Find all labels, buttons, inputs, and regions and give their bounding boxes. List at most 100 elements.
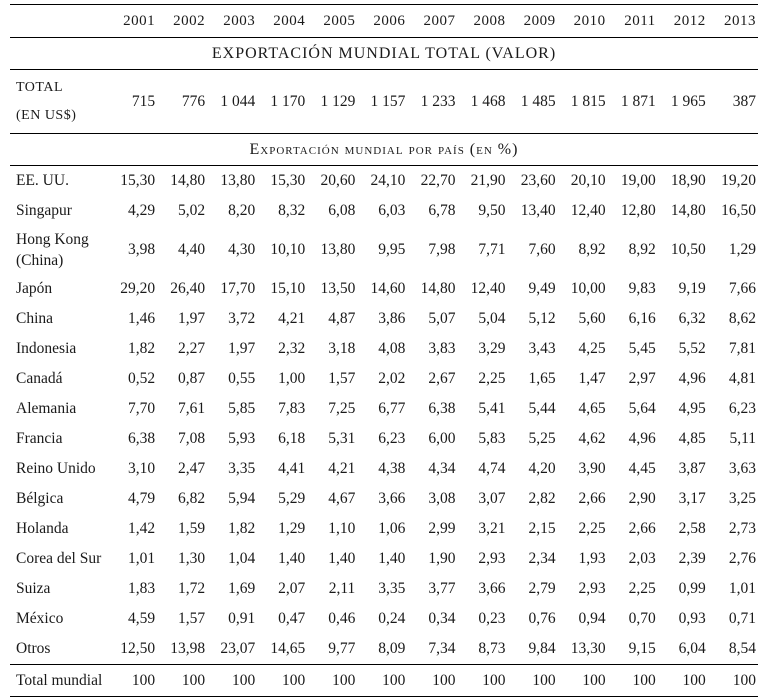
share-cell: 7,81 bbox=[728, 340, 756, 357]
total-label-line2: (EN US$) bbox=[16, 107, 77, 123]
share-cell: 0,94 bbox=[578, 610, 606, 627]
share-cell: 6,78 bbox=[428, 202, 456, 219]
total-label-line1: TOTAL bbox=[16, 79, 64, 95]
share-cell: 3,66 bbox=[478, 580, 506, 597]
share-cell: 1,01 bbox=[127, 550, 156, 567]
country-name: Reino Unido bbox=[16, 460, 96, 477]
share-cell: 0,99 bbox=[678, 580, 706, 597]
share-cell: 29,20 bbox=[120, 280, 156, 297]
share-cell: 2,02 bbox=[378, 370, 406, 387]
share-cell: 15,10 bbox=[270, 280, 306, 297]
share-cell: 2,47 bbox=[178, 460, 206, 477]
share-cell: 5,02 bbox=[178, 202, 206, 219]
total-value-cell: 1 871 bbox=[607, 69, 658, 134]
share-cell: 14,60 bbox=[370, 280, 406, 297]
share-cell: 0,47 bbox=[278, 610, 306, 627]
share-cell: 10,50 bbox=[670, 241, 706, 258]
share-cell: 13,40 bbox=[520, 202, 556, 219]
share-cell: 4,65 bbox=[578, 400, 606, 417]
world-total-cell: 100 bbox=[507, 664, 558, 697]
share-cell: 6,08 bbox=[328, 202, 356, 219]
share-cell: 9,84 bbox=[528, 640, 556, 657]
share-cell: 2,66 bbox=[628, 520, 656, 537]
share-cell: 2,25 bbox=[628, 580, 656, 597]
share-cell: 13,80 bbox=[320, 241, 356, 258]
share-cell: 4,81 bbox=[728, 370, 756, 387]
total-value-cell: 387 bbox=[707, 69, 758, 134]
share-cell: 1,40 bbox=[328, 550, 356, 567]
share-cell: 8,20 bbox=[228, 202, 256, 219]
share-cell: 5,45 bbox=[628, 340, 656, 357]
year-header: 2010 bbox=[557, 4, 608, 38]
world-total-cell: 100 bbox=[107, 664, 158, 697]
country-name: Canadá bbox=[16, 370, 63, 387]
total-value-cell: 1 129 bbox=[307, 69, 358, 134]
share-cell: 5,94 bbox=[228, 490, 256, 507]
share-cell: 3,35 bbox=[378, 580, 406, 597]
share-cell: 4,40 bbox=[178, 241, 206, 258]
share-cell: 3,83 bbox=[428, 340, 456, 357]
share-cell: 1,72 bbox=[178, 580, 206, 597]
share-cell: 5,52 bbox=[678, 340, 706, 357]
share-cell: 6,23 bbox=[378, 430, 406, 447]
country-name: México bbox=[16, 610, 64, 627]
share-cell: 7,66 bbox=[728, 280, 756, 297]
year-header: 2002 bbox=[157, 4, 208, 38]
share-cell: 1,82 bbox=[228, 520, 256, 537]
share-cell: 2,99 bbox=[428, 520, 456, 537]
share-cell: 0,52 bbox=[127, 370, 156, 387]
share-cell: 1,46 bbox=[127, 310, 156, 327]
share-cell: 6,32 bbox=[678, 310, 706, 327]
share-cell: 7,34 bbox=[428, 640, 456, 657]
country-row: Canadá 0,52 0,87 0,55 1,00 1,57 2,02 2,67 2,25 1,… bbox=[10, 364, 758, 394]
share-cell: 3,29 bbox=[478, 340, 506, 357]
share-cell: 14,80 bbox=[170, 172, 206, 189]
share-cell: 2,67 bbox=[428, 370, 456, 387]
share-cell: 1,97 bbox=[228, 340, 256, 357]
country-name: Indonesia bbox=[16, 340, 77, 357]
share-cell: 22,70 bbox=[420, 172, 456, 189]
share-cell: 2,27 bbox=[178, 340, 206, 357]
share-cell: 9,15 bbox=[628, 640, 656, 657]
share-cell: 5,04 bbox=[478, 310, 506, 327]
share-cell: 4,95 bbox=[678, 400, 706, 417]
country-name: Japón bbox=[16, 280, 53, 297]
share-cell: 5,93 bbox=[228, 430, 256, 447]
share-cell: 2,32 bbox=[278, 340, 306, 357]
share-cell: 6,82 bbox=[178, 490, 206, 507]
share-cell: 5,41 bbox=[478, 400, 506, 417]
share-cell: 2,73 bbox=[728, 520, 756, 537]
share-cell: 14,80 bbox=[420, 280, 456, 297]
country-row: Francia 6,38 7,08 5,93 6,18 5,31 6,23 6,00 5,83 5… bbox=[10, 424, 758, 454]
share-cell: 2,90 bbox=[628, 490, 656, 507]
year-header: 2008 bbox=[457, 4, 508, 38]
share-cell: 9,49 bbox=[528, 280, 556, 297]
share-cell: 1,10 bbox=[328, 520, 356, 537]
country-row: EE. UU. 15,30 14,80 13,80 15,30 20,60 24,10 22,… bbox=[10, 166, 758, 197]
share-cell: 3,63 bbox=[728, 460, 756, 477]
share-cell: 2,97 bbox=[628, 370, 656, 387]
share-cell: 4,34 bbox=[428, 460, 456, 477]
header-corner bbox=[10, 4, 107, 38]
share-cell: 7,61 bbox=[178, 400, 206, 417]
year-header: 2009 bbox=[507, 4, 558, 38]
share-cell: 1,65 bbox=[528, 370, 556, 387]
share-cell: 12,50 bbox=[120, 640, 156, 657]
country-name: China bbox=[16, 310, 54, 327]
section-total-title: EXPORTACIÓN MUNDIAL TOTAL (VALOR) bbox=[10, 37, 758, 70]
country-name: Holanda bbox=[16, 520, 69, 537]
share-cell: 4,08 bbox=[378, 340, 406, 357]
world-total-cell: 100 bbox=[307, 664, 358, 697]
share-cell: 1,57 bbox=[178, 610, 206, 627]
year-header: 2005 bbox=[307, 4, 358, 38]
share-cell: 8,32 bbox=[278, 202, 306, 219]
share-cell: 0,55 bbox=[228, 370, 256, 387]
share-cell: 1,00 bbox=[278, 370, 306, 387]
share-cell: 3,10 bbox=[127, 460, 156, 477]
country-row: Indonesia 1,82 2,27 1,97 2,32 3,18 4,08 3,83 3,2… bbox=[10, 334, 758, 364]
share-cell: 13,50 bbox=[320, 280, 356, 297]
share-cell: 2,93 bbox=[578, 580, 606, 597]
country-row: Alemania 7,70 7,61 5,85 7,83 7,25 6,77 6,38 5,41… bbox=[10, 394, 758, 424]
total-value-cell: 1 157 bbox=[357, 69, 408, 134]
share-cell: 15,30 bbox=[270, 172, 306, 189]
